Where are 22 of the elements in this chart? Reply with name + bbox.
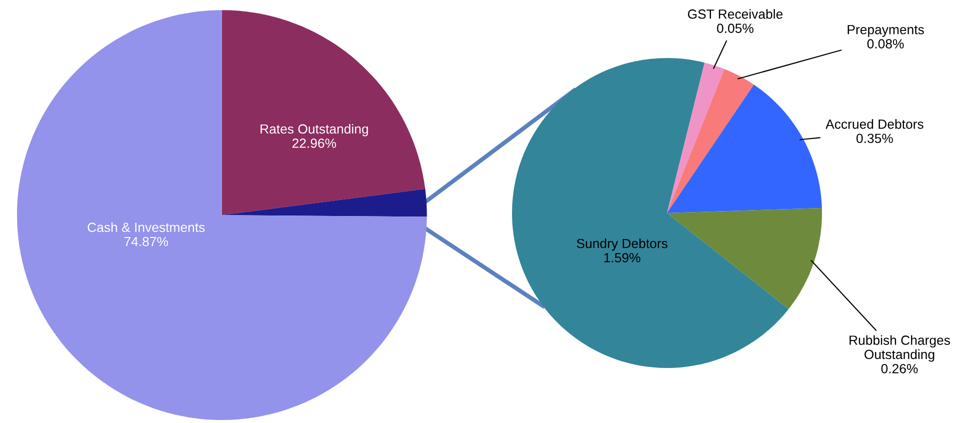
pie-slice [222, 188, 427, 217]
data-label: 0.26% [881, 364, 918, 374]
pie-slice [667, 69, 754, 213]
data-label: 22.96% [292, 138, 336, 148]
slice-label: Accrued Debtors [826, 119, 924, 129]
data-label: 0.08% [867, 39, 904, 48]
slice-label: GST Receivable [688, 9, 783, 19]
data-label: 74.87% [124, 236, 168, 246]
pie-slice [667, 62, 724, 213]
slice-label: Cash & Investments [88, 222, 205, 232]
pie-slice [512, 58, 789, 368]
data-label: 0.05% [717, 24, 754, 33]
pie-slice [222, 10, 426, 216]
pie-slice [667, 208, 822, 310]
slice-label: Prepayments [848, 25, 924, 37]
slice-label: Rates Outstanding [260, 124, 368, 136]
data-label: 1.59% [604, 253, 640, 262]
slice-label: Sundry Debtors [576, 238, 668, 251]
pie-slice [667, 84, 822, 213]
slice-label: Rubbish Charges Outstanding [850, 335, 950, 362]
data-label: 0.35% [856, 134, 893, 144]
pie-slice [17, 10, 427, 420]
